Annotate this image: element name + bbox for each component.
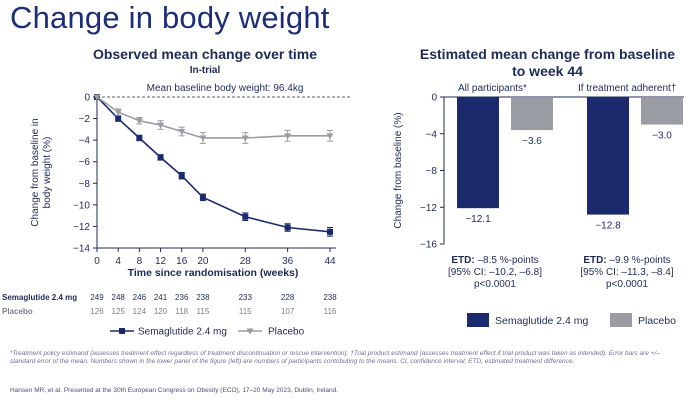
- placebo-bar: [511, 97, 553, 131]
- semaglutide-point: [242, 213, 249, 220]
- etd-annotation: ETD: –8.5 %-points: [451, 255, 538, 266]
- placebo-point: [199, 135, 207, 142]
- bar-y-axis-label: Change from baseline (%): [393, 112, 404, 228]
- line-chart-subsubtitle: In-trial: [189, 65, 221, 76]
- n-row-label-semaglutide: Semaglutide 2.4 mg: [2, 293, 77, 302]
- semaglutide-point: [327, 228, 333, 235]
- page-title: Change in body weight: [10, 0, 330, 35]
- n-row-label-placebo: Placebo: [2, 307, 33, 316]
- line-y-tick-label: −12: [73, 222, 90, 233]
- placebo-point: [93, 94, 101, 101]
- placebo-point: [135, 118, 143, 125]
- semaglutide-point: [284, 224, 291, 231]
- bar-group-label: If treatment adherent†: [578, 83, 676, 94]
- baseline-note: Mean baseline body weight: 96.4kg: [147, 83, 304, 94]
- semaglutide-point: [115, 115, 122, 122]
- placebo-point: [178, 129, 186, 136]
- line-x-tick-label: 36: [282, 256, 294, 267]
- bar-value-label: −12.1: [465, 214, 491, 225]
- semaglutide-point: [157, 154, 164, 161]
- etd-value: –8.5 %-points: [475, 255, 539, 266]
- line-y-tick-label: −4: [79, 136, 91, 147]
- semaglutide-bar: [587, 97, 629, 215]
- placebo-bar: [641, 97, 683, 125]
- semaglutide-bar: [457, 97, 499, 209]
- n-at-risk-value: 238: [323, 293, 337, 302]
- bar-group-label: All participants*: [458, 83, 527, 94]
- placebo-point: [114, 109, 122, 116]
- line-x-tick-label: 44: [324, 256, 336, 267]
- placebo-point: [241, 135, 249, 142]
- etd-ci: [95% CI: –11.3, –8.4]: [580, 267, 673, 278]
- n-at-risk-value: 120: [154, 307, 168, 316]
- bar-y-tick-label: −12: [420, 203, 437, 214]
- bar-value-label: −12.8: [595, 221, 621, 232]
- n-at-risk-value: 124: [133, 307, 147, 316]
- n-at-risk-value: 118: [175, 307, 188, 316]
- bar-y-tick-label: −8: [426, 166, 438, 177]
- footnote: *Treatment policy estimand (assesses tre…: [10, 350, 660, 365]
- n-at-risk-value: 107: [281, 307, 295, 316]
- n-at-risk-value: 241: [154, 293, 168, 302]
- line-x-tick-label: 16: [176, 256, 188, 267]
- n-at-risk-value: 246: [133, 293, 147, 302]
- n-at-risk-value: 125: [112, 307, 126, 316]
- legend-semaglutide-label: Semaglutide 2.4 mg: [138, 327, 227, 338]
- etd-ci: [95% CI: –10.2, –6.8]: [448, 267, 542, 278]
- semaglutide-point: [199, 194, 206, 201]
- n-at-risk-value: 228: [281, 293, 295, 302]
- etd-p-value: p<0.0001: [474, 279, 516, 290]
- line-x-tick-label: 4: [115, 256, 121, 267]
- bar-value-label: −3.6: [522, 136, 542, 147]
- etd-value: –9.9 %-points: [607, 255, 671, 266]
- n-at-risk-value: 249: [90, 293, 104, 302]
- line-x-tick-label: 12: [155, 256, 167, 267]
- line-y-tick-label: −14: [73, 244, 90, 255]
- bar-chart-subtitle: Estimated mean change from baseline to w…: [419, 46, 676, 79]
- etd-p-value: p<0.0001: [606, 279, 648, 290]
- placebo-point: [326, 133, 334, 140]
- legend-placebo-label: Placebo: [268, 327, 305, 338]
- bar-legend-semaglutide-label: Semaglutide 2.4 mg: [495, 315, 589, 327]
- bar-y-tick-label: −16: [420, 240, 437, 251]
- bar-legend-placebo-swatch: [610, 313, 632, 327]
- n-at-risk-value: 115: [197, 307, 210, 316]
- line-chart-subtitle: Observed mean change over time: [92, 46, 318, 62]
- bar-y-tick-label: −4: [426, 129, 438, 140]
- etd-label: ETD:: [451, 255, 474, 266]
- n-at-risk-value: 236: [175, 293, 189, 302]
- line-x-tick-label: 20: [197, 256, 209, 267]
- line-y-tick-label: −10: [73, 200, 90, 211]
- reference: Hansen MR, et al. Presented at the 30th …: [10, 387, 339, 394]
- line-y-axis-label: Change from baseline inbody weight (%): [30, 118, 53, 226]
- line-y-tick-label: −6: [79, 157, 91, 168]
- semaglutide-point: [136, 134, 143, 141]
- bar-legend-placebo-label: Placebo: [638, 315, 676, 327]
- line-x-axis-label: Time since randomisation (weeks): [128, 267, 299, 279]
- n-at-risk-value: 126: [90, 307, 104, 316]
- n-at-risk-value: 248: [112, 293, 126, 302]
- bar-legend-semaglutide-swatch: [467, 313, 489, 327]
- n-at-risk-value: 238: [196, 293, 210, 302]
- line-y-tick-label: −8: [79, 179, 91, 190]
- line-x-tick-label: 28: [240, 256, 252, 267]
- legend-semaglutide-marker: [119, 328, 125, 334]
- line-x-tick-label: 0: [94, 256, 100, 267]
- bar-y-tick-label: 0: [431, 93, 437, 104]
- n-at-risk-value: 116: [324, 307, 337, 316]
- n-at-risk-value: 233: [239, 293, 253, 302]
- line-x-tick-label: 8: [137, 256, 143, 267]
- placebo-point: [284, 133, 292, 140]
- n-at-risk-value: 115: [239, 307, 252, 316]
- line-y-tick-label: 0: [84, 93, 90, 104]
- etd-label: ETD:: [583, 255, 606, 266]
- legend-placebo-marker: [246, 328, 254, 335]
- etd-annotation: ETD: –9.9 %-points: [583, 255, 670, 266]
- placebo-point: [157, 122, 165, 129]
- semaglutide-point: [178, 172, 185, 179]
- line-y-tick-label: −2: [79, 114, 91, 125]
- bar-value-label: −3.0: [652, 131, 672, 142]
